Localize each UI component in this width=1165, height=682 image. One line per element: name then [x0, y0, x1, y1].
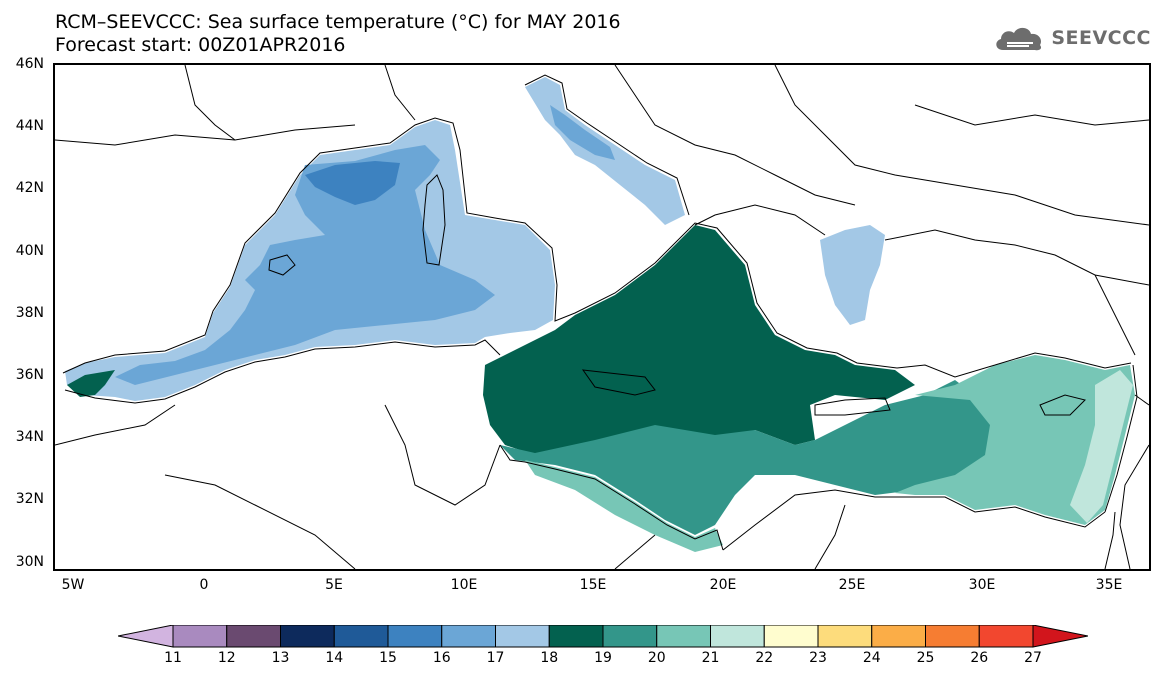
- sst-region-21-22-levant: [1070, 370, 1133, 523]
- colorbar-bin: [548, 625, 604, 648]
- lon-label: 15E: [579, 577, 607, 593]
- lat-label: 38N: [15, 305, 44, 321]
- lon-label: 30E: [968, 577, 996, 593]
- colorbar-bin: [495, 625, 550, 648]
- colorbar-tick-label: 23: [809, 650, 827, 666]
- colorbar-bin: [441, 625, 496, 648]
- colorbar-bin: [817, 625, 873, 648]
- coastlines: [55, 65, 1149, 569]
- colorbar-bin: [172, 625, 228, 648]
- colorbar-bin: [710, 625, 765, 648]
- lon-label: 10E: [450, 577, 478, 593]
- colorbar-high-arrow: [1032, 625, 1088, 648]
- colorbar-tick-label: 17: [486, 650, 505, 666]
- forecast-start-label: Forecast start: 00Z01APR2016: [55, 34, 346, 56]
- colorbar-bin: [978, 625, 1034, 648]
- lon-label: 0: [199, 577, 209, 593]
- colorbar-tick-label: 13: [271, 650, 290, 666]
- colorbar-tick-label: 15: [379, 650, 397, 666]
- colorbar-tick-label: 11: [164, 650, 182, 666]
- colorbar-tick-label: 19: [594, 650, 612, 666]
- lat-label: 30N: [15, 554, 44, 570]
- colorbar-tick-label: 27: [1024, 650, 1042, 666]
- lon-label: 5E: [325, 577, 343, 593]
- sst-map: [55, 65, 1149, 569]
- lat-label: 46N: [15, 56, 44, 72]
- sst-region-adriatic-16: [550, 105, 615, 160]
- sst-region-18-19-central: [483, 225, 915, 455]
- colorbar-tick-label: 12: [217, 650, 236, 666]
- lat-label: 40N: [15, 243, 44, 259]
- lon-label: 20E: [709, 577, 737, 593]
- lat-label: 34N: [15, 429, 44, 445]
- colorbar-bin: [333, 625, 389, 648]
- colorbar-tick-label: 26: [970, 650, 989, 666]
- colorbar-tick-label: 14: [325, 650, 344, 666]
- colorbar-tick-label: 16: [432, 650, 451, 666]
- lon-label: 5W: [61, 577, 85, 593]
- colorbar-bin: [602, 625, 658, 648]
- sst-region-20-21-african-coast: [525, 460, 723, 552]
- sst-region-19-20-east: [500, 380, 995, 535]
- seevccc-logo: SEEVCCC: [993, 24, 1151, 52]
- lat-label: 32N: [15, 491, 44, 507]
- lat-label: 44N: [15, 118, 44, 134]
- map-area[interactable]: [53, 63, 1151, 571]
- logo-text: SEEVCCC: [1051, 27, 1151, 49]
- lon-label: 25E: [838, 577, 866, 593]
- colorbar-bin: [226, 625, 281, 648]
- sst-region-15-gulf-lion: [305, 161, 400, 205]
- colorbar-tick-label: 24: [862, 650, 881, 666]
- colorbar-bin: [280, 625, 335, 648]
- lat-label: 42N: [15, 180, 44, 196]
- colorbar-low-arrow: [118, 625, 174, 648]
- colorbar-tick-label: 20: [647, 650, 666, 666]
- colorbar-tick-label: 25: [916, 650, 935, 666]
- colorbar-bin: [656, 625, 711, 648]
- sst-region-19-westcoast: [67, 370, 115, 397]
- colorbar-tick-label: 18: [540, 650, 559, 666]
- colorbar: [118, 625, 1088, 648]
- lon-label: 35E: [1095, 577, 1123, 593]
- chart-title: RCM–SEEVCCC: Sea surface temperature (°C…: [55, 11, 621, 33]
- sst-region-aegean: [820, 225, 885, 325]
- lat-label: 36N: [15, 367, 44, 383]
- colorbar-bin: [387, 625, 443, 648]
- colorbar-bin: [763, 625, 819, 648]
- colorbar-tick-label: 22: [755, 650, 774, 666]
- colorbar-bin: [925, 625, 980, 648]
- colorbar-bin: [871, 625, 926, 648]
- sst-region-16-west: [115, 145, 495, 385]
- colorbar-tick-label: 21: [701, 650, 720, 666]
- cloud-icon: [996, 27, 1042, 51]
